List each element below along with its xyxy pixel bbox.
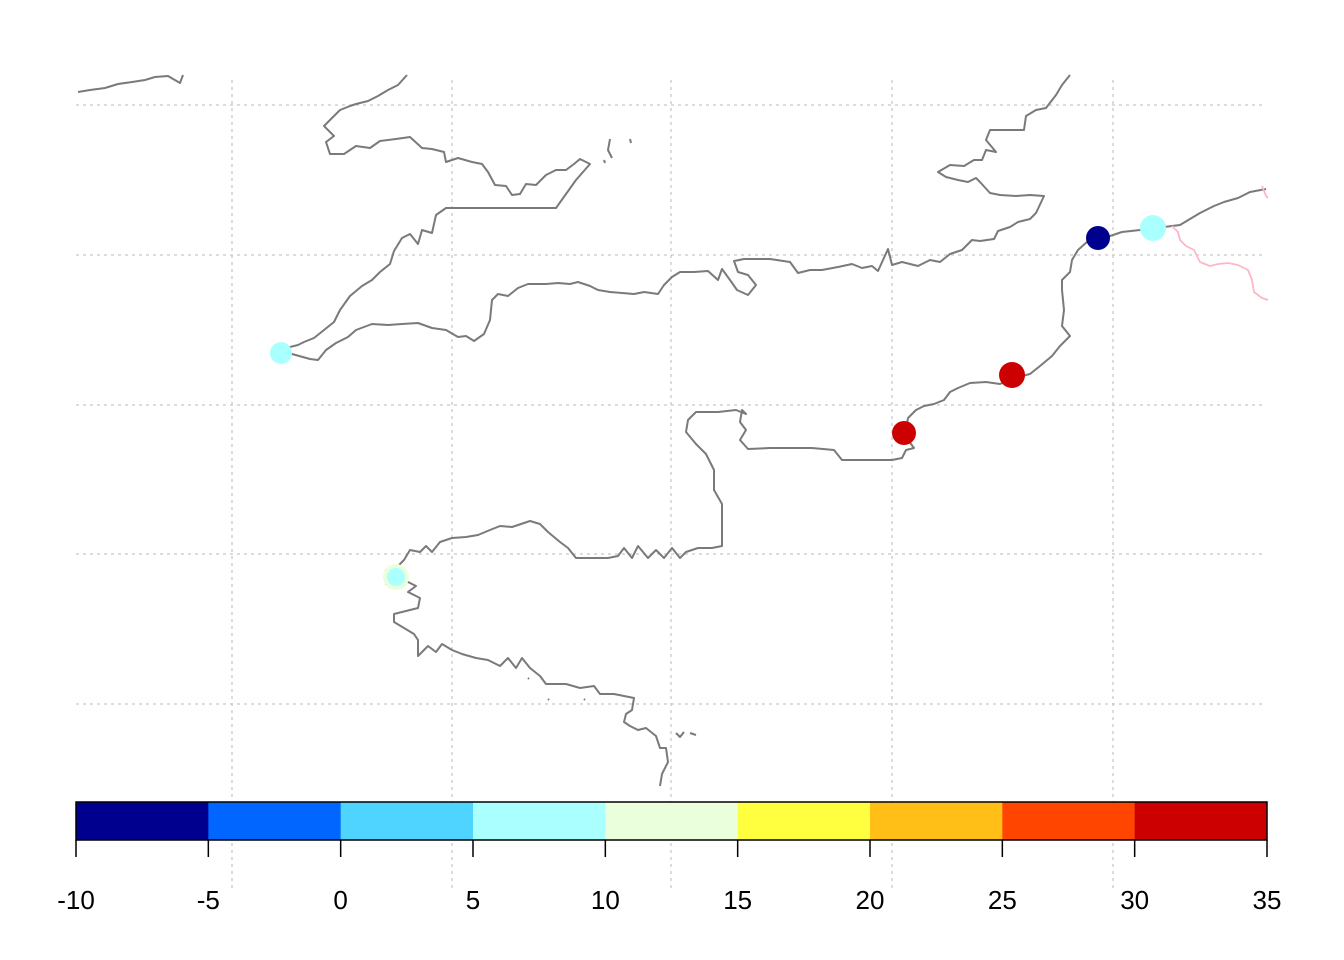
colorbar-segment [76,802,209,840]
colorbar-tick-label: 30 [1120,885,1149,915]
coastline-wales [283,74,1071,361]
coastline-island-4 [675,731,685,738]
colorbar-segment [1134,802,1268,840]
colorbar-tick-label: 25 [988,885,1017,915]
colorbar-tick-label: 10 [591,885,620,915]
colorbar-segment [605,802,739,840]
station-marker[interactable] [387,568,405,586]
colorbar-segment [473,802,606,840]
coastline-island-3 [603,159,606,164]
colorbar-tick-label: 0 [333,885,347,915]
colorbar-frame [75,801,1268,841]
colorbar-segment [340,802,474,840]
coastlines [77,74,1267,787]
coastline-top-left [77,74,184,93]
coastline-islet-a [527,677,530,680]
colorbar-tick-label: -5 [197,885,220,915]
coastline-islet-c [583,698,586,701]
colorbar-segment [870,802,1003,840]
station-marker[interactable] [999,362,1025,388]
station-markers [270,215,1166,590]
colorbar-tick-label: -10 [57,885,95,915]
colorbar-tick-label: 15 [723,885,752,915]
colorbar-tick-label: 20 [856,885,885,915]
coastline-islet-b [547,698,550,701]
colorbar-segment [737,802,871,840]
station-marker[interactable] [1140,215,1166,241]
colorbar-segment [208,802,342,840]
colorbar-tick-label: 35 [1253,885,1282,915]
national-border-top [1261,185,1269,199]
coastline-island-1 [607,138,613,159]
coastline-island-2 [629,138,632,144]
national-border [1171,225,1269,301]
station-marker[interactable] [1086,226,1110,250]
colorbar-tick-label: 5 [466,885,480,915]
map-grid [76,80,1266,888]
colorbar-segment [1002,802,1136,840]
coastline-france-north [385,188,1267,787]
station-marker[interactable] [892,421,916,445]
coastline-island-5 [689,732,697,736]
colorbar: -10 -5 0 5 10 15 20 25 30 35 [57,801,1282,915]
station-marker[interactable] [270,342,292,364]
